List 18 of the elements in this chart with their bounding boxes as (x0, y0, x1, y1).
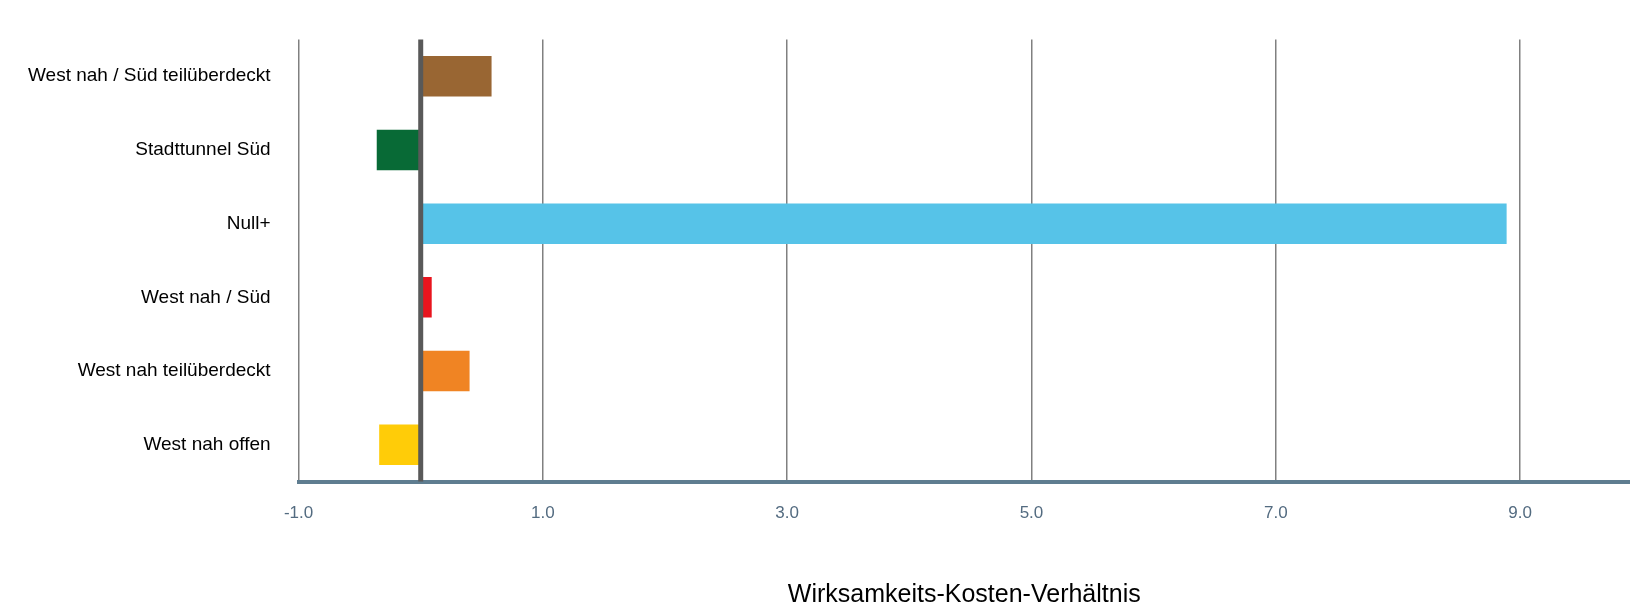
x-tick-label: 1.0 (531, 503, 555, 523)
x-tick-label: 3.0 (775, 503, 799, 523)
bar (420, 55, 492, 97)
y-tick-label: West nah offen (143, 432, 271, 454)
y-tick-label: West nah / Süd teilüberdeckt (27, 64, 272, 86)
x-tick-label: 5.0 (1019, 503, 1044, 523)
x-tick-label: -1.0 (283, 503, 314, 523)
y-tick-label: West nah / Süd (141, 285, 271, 307)
x-tick-label: 7.0 (1263, 503, 1288, 523)
bar (376, 129, 421, 171)
bar (420, 350, 470, 392)
x-tick-label: 9.0 (1508, 503, 1532, 523)
y-tick-label: West nah teilüberdeckt (77, 359, 272, 381)
y-tick-label: Stadttunnel Süd (135, 138, 271, 160)
x-axis-title: Wirksamkeits-Kosten-Verhältnis (787, 578, 1141, 607)
bar (420, 203, 1507, 244)
bar (379, 424, 421, 466)
y-tick-label: Null+ (226, 211, 271, 233)
